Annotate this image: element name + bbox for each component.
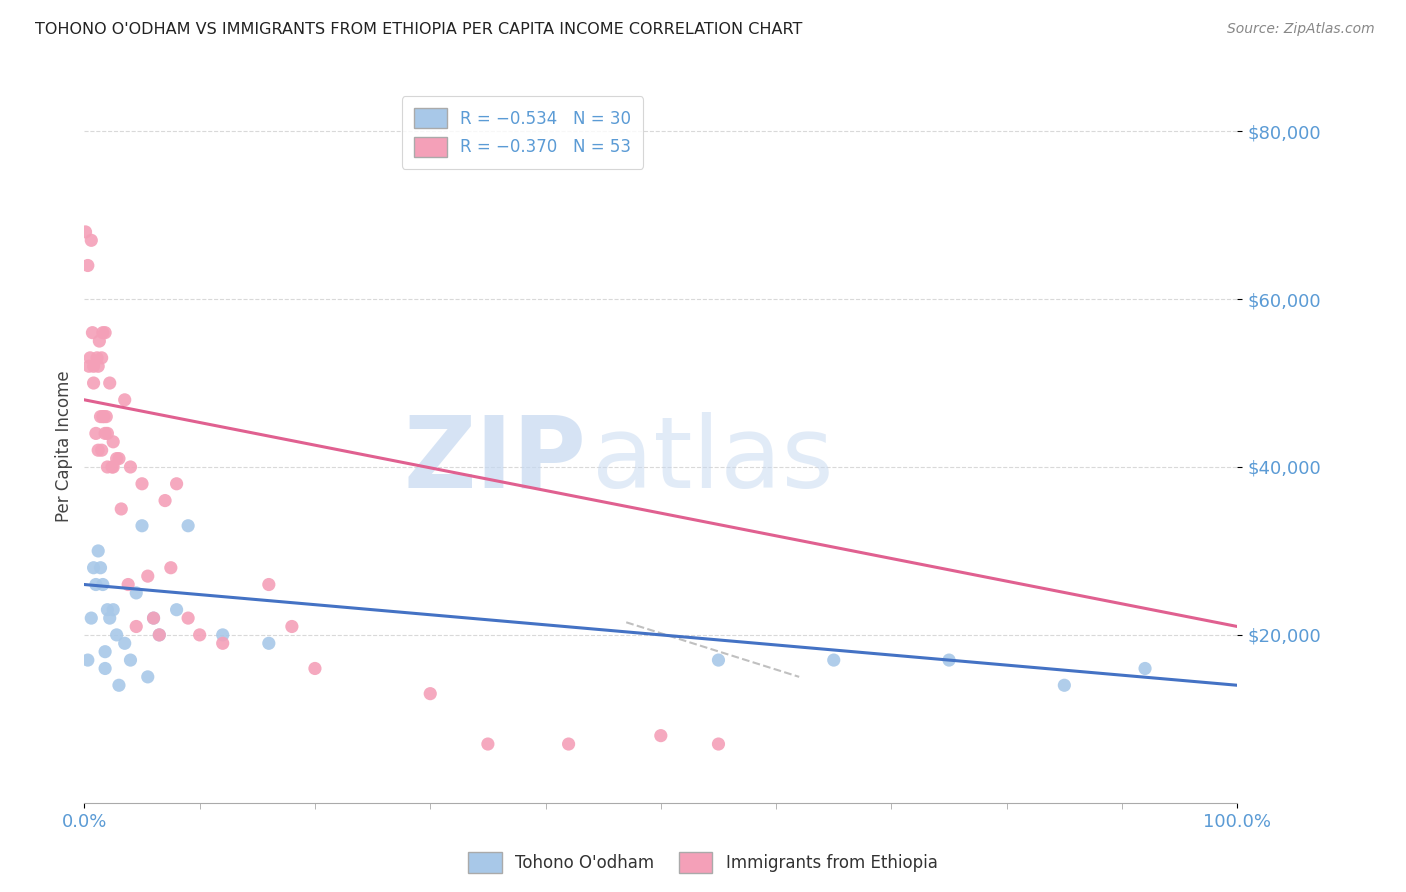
Point	[650, 729, 672, 743]
Point	[477, 737, 499, 751]
Point	[1133, 661, 1156, 675]
Point	[153, 493, 176, 508]
Point	[89, 560, 111, 574]
Point	[87, 359, 110, 374]
Point	[91, 326, 114, 340]
Point	[91, 409, 114, 424]
Point	[96, 426, 118, 441]
Point	[938, 653, 960, 667]
Point	[94, 326, 117, 340]
Point	[136, 670, 159, 684]
Point	[114, 636, 136, 650]
Point	[96, 460, 118, 475]
Point	[91, 577, 114, 591]
Point	[211, 636, 233, 650]
Point	[80, 233, 103, 247]
Point	[76, 259, 98, 273]
Point	[98, 611, 121, 625]
Point	[96, 603, 118, 617]
Point	[101, 460, 124, 475]
Point	[105, 628, 128, 642]
Point	[125, 586, 148, 600]
Point	[131, 518, 153, 533]
Point	[120, 653, 142, 667]
Point	[166, 603, 188, 617]
Point	[166, 476, 188, 491]
Point	[76, 653, 98, 667]
Point	[142, 611, 165, 625]
Point	[148, 628, 170, 642]
Point	[188, 628, 211, 642]
Point	[707, 737, 730, 751]
Point	[108, 678, 131, 692]
Point	[87, 443, 110, 458]
Text: Source: ZipAtlas.com: Source: ZipAtlas.com	[1227, 22, 1375, 37]
Point	[86, 351, 108, 365]
Y-axis label: Per Capita Income: Per Capita Income	[55, 370, 73, 522]
Text: atlas: atlas	[592, 412, 834, 508]
Point	[823, 653, 845, 667]
Point	[211, 628, 233, 642]
Point	[557, 737, 579, 751]
Point	[110, 502, 132, 516]
Point	[83, 560, 105, 574]
Point	[94, 426, 117, 441]
Point	[160, 560, 183, 574]
Point	[117, 577, 139, 591]
Point	[89, 334, 111, 348]
Legend: R = −0.534   N = 30, R = −0.370   N = 53: R = −0.534 N = 30, R = −0.370 N = 53	[402, 96, 643, 169]
Point	[79, 351, 101, 365]
Point	[281, 619, 304, 633]
Point	[82, 326, 104, 340]
Point	[304, 661, 326, 675]
Point	[94, 661, 117, 675]
Point	[87, 544, 110, 558]
Point	[75, 225, 97, 239]
Point	[83, 359, 105, 374]
Point	[96, 409, 118, 424]
Point	[419, 687, 441, 701]
Point	[125, 619, 148, 633]
Point	[98, 376, 121, 390]
Text: ZIP: ZIP	[404, 412, 586, 508]
Point	[84, 426, 107, 441]
Point	[257, 636, 280, 650]
Point	[136, 569, 159, 583]
Point	[103, 460, 124, 475]
Point	[94, 645, 117, 659]
Point	[80, 611, 103, 625]
Legend: Tohono O'odham, Immigrants from Ethiopia: Tohono O'odham, Immigrants from Ethiopia	[461, 846, 945, 880]
Point	[177, 518, 200, 533]
Point	[93, 409, 115, 424]
Point	[105, 451, 128, 466]
Point	[83, 376, 105, 390]
Point	[103, 434, 124, 449]
Point	[108, 451, 131, 466]
Point	[77, 359, 100, 374]
Text: TOHONO O'ODHAM VS IMMIGRANTS FROM ETHIOPIA PER CAPITA INCOME CORRELATION CHART: TOHONO O'ODHAM VS IMMIGRANTS FROM ETHIOP…	[35, 22, 803, 37]
Point	[90, 351, 112, 365]
Point	[84, 577, 107, 591]
Point	[1053, 678, 1076, 692]
Point	[89, 409, 111, 424]
Point	[90, 443, 112, 458]
Point	[142, 611, 165, 625]
Point	[131, 476, 153, 491]
Point	[257, 577, 280, 591]
Point	[103, 603, 124, 617]
Point	[707, 653, 730, 667]
Point	[148, 628, 170, 642]
Point	[177, 611, 200, 625]
Point	[120, 460, 142, 475]
Point	[114, 392, 136, 407]
